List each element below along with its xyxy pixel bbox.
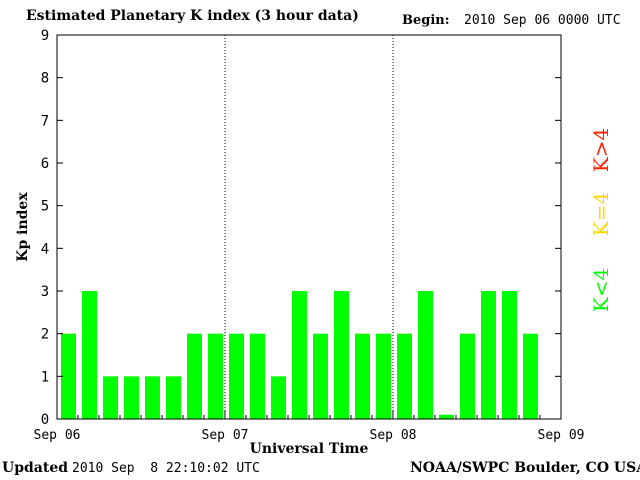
y-tick-label: 6	[41, 156, 49, 172]
y-tick-label: 8	[41, 71, 49, 87]
kp-bar	[229, 333, 244, 419]
kp-bar	[103, 376, 118, 419]
y-tick-label: 9	[41, 28, 49, 44]
y-tick-label: 5	[41, 199, 49, 215]
kp-bar	[61, 333, 76, 419]
credit-text: NOAA/SWPC Boulder, CO USA	[410, 460, 640, 476]
y-tick-label: 3	[41, 284, 49, 300]
kp-bar	[355, 333, 370, 419]
kp-bar	[397, 333, 412, 419]
updated-value: 2010 Sep 8 22:10:02 UTC	[72, 461, 260, 476]
kp-bar	[523, 333, 538, 419]
legend-item: K>4	[589, 128, 613, 172]
x-tick-label: Sep 07	[202, 428, 249, 443]
kp-bar	[418, 291, 433, 419]
begin-label: Begin:	[402, 13, 450, 28]
kp-bar	[187, 333, 202, 419]
kp-bar	[208, 333, 223, 419]
chart-title: Estimated Planetary K index (3 hour data…	[26, 8, 359, 24]
kp-bar	[439, 414, 454, 419]
kp-bar	[82, 291, 97, 419]
y-tick-label: 4	[41, 241, 49, 257]
y-tick-label: 0	[41, 412, 49, 428]
y-tick-label: 1	[41, 369, 49, 385]
kp-bar	[124, 376, 139, 419]
y-tick-label: 2	[41, 327, 49, 343]
kp-bar	[250, 333, 265, 419]
kp-bar	[166, 376, 181, 419]
legend-item: K=4	[589, 192, 613, 236]
kp-bar	[292, 291, 307, 419]
kp-bar	[271, 376, 286, 419]
x-tick-label: Sep 06	[34, 428, 81, 443]
y-tick-label: 7	[41, 113, 49, 129]
kp-bar	[460, 333, 475, 419]
legend-item: K<4	[589, 268, 613, 312]
begin-value: 2010 Sep 06 0000 UTC	[464, 13, 621, 28]
updated-label: Updated	[2, 460, 69, 476]
x-tick-label: Sep 09	[538, 428, 585, 443]
kp-bar	[502, 291, 517, 419]
kp-bar	[481, 291, 496, 419]
kp-bar	[145, 376, 160, 419]
x-tick-label: Sep 08	[370, 428, 417, 443]
y-axis-label: Kp index	[15, 192, 31, 262]
kp-bar	[376, 333, 391, 419]
x-axis-label: Universal Time	[250, 441, 369, 457]
kp-bar	[334, 291, 349, 419]
kp-bar	[313, 333, 328, 419]
